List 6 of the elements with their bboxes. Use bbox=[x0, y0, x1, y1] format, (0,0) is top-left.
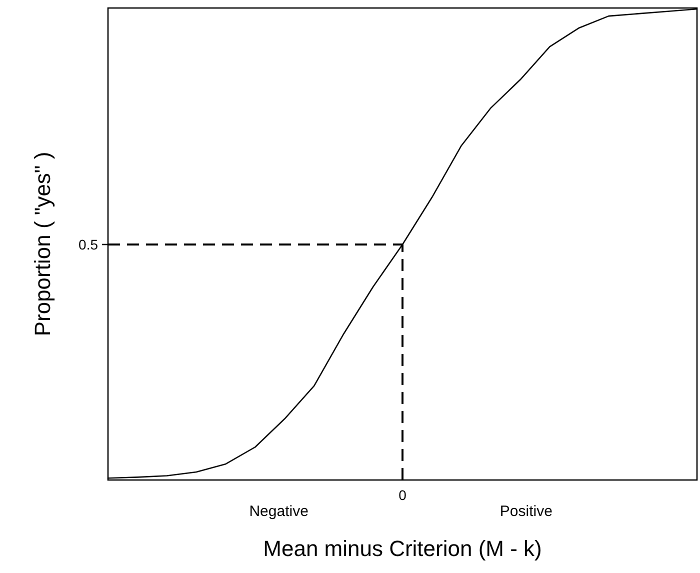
y-axis-title: Proportion ( "yes" ) bbox=[30, 152, 55, 336]
ref-line-label: 0.5 bbox=[78, 236, 98, 252]
x-axis-title: Mean minus Criterion (M - k) bbox=[263, 536, 542, 561]
annotation: 0 bbox=[398, 487, 407, 503]
text: Positive bbox=[500, 503, 552, 520]
text: Negative bbox=[249, 503, 308, 520]
